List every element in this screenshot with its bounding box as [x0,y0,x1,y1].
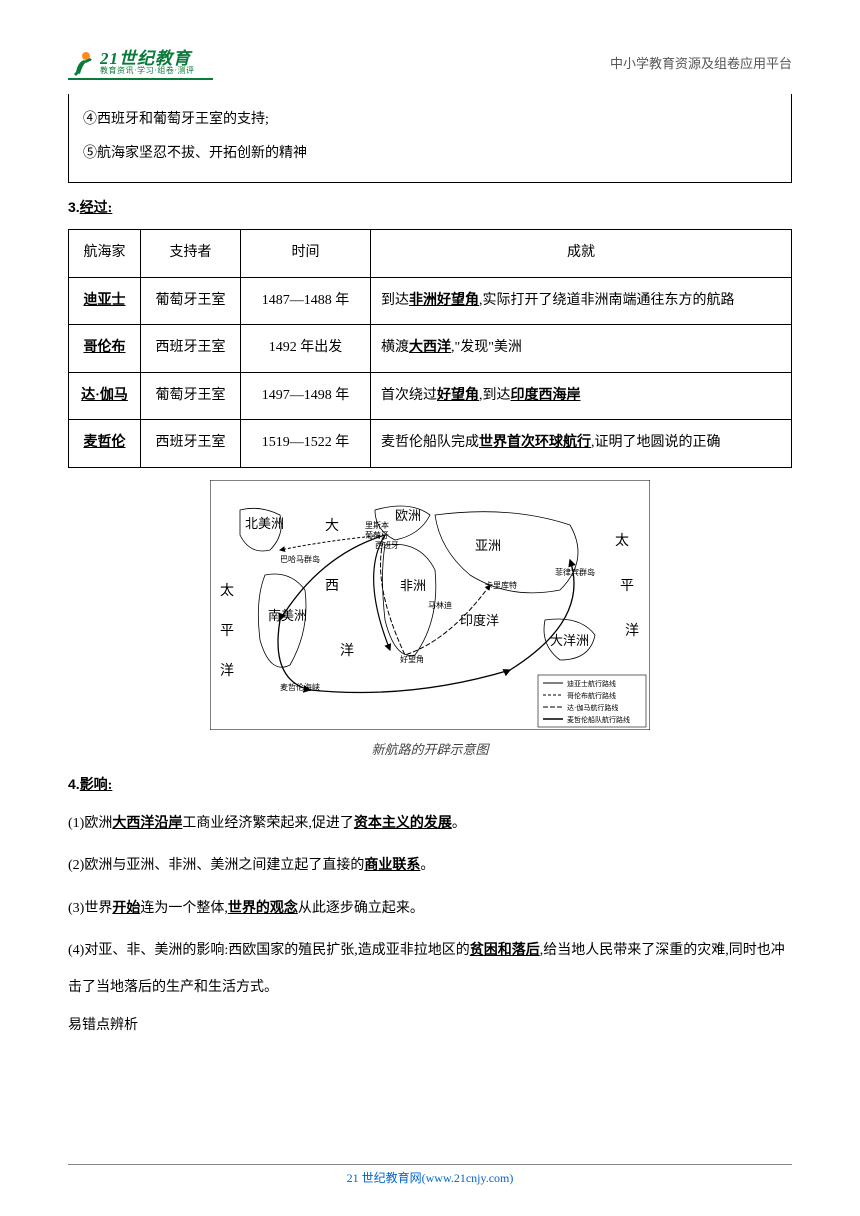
svg-text:好望角: 好望角 [400,654,424,664]
cell-achievement: 横渡大西洋,"发现"美洲 [371,325,792,373]
section-3-num: 3. [68,199,80,215]
table-header-row: 航海家 支持者 时间 成就 [69,230,792,278]
cell-name: 达·伽马 [69,372,141,420]
error-analysis-title: 易错点辨析 [68,1014,792,1034]
svg-text:哥伦布航行路线: 哥伦布航行路线 [567,691,616,700]
impact-3: (3)世界开始连为一个整体,世界的观念从此逐步确立起来。 [68,891,792,927]
svg-text:菲律宾群岛: 菲律宾群岛 [555,567,595,577]
cell-sponsor: 西班牙王室 [141,420,241,468]
svg-text:麦哲伦船队航行路线: 麦哲伦船队航行路线 [567,715,630,724]
logo-icon [68,48,96,76]
svg-text:迪亚士航行路线: 迪亚士航行路线 [567,679,616,688]
svg-text:大洋洲: 大洋洲 [550,633,589,648]
svg-text:卡里库特: 卡里库特 [485,580,517,590]
cell-sponsor: 西班牙王室 [141,325,241,373]
cell-time: 1492 年出发 [241,325,371,373]
svg-text:北美洲: 北美洲 [245,516,284,531]
map-caption: 新航路的开辟示意图 [68,739,792,758]
cell-achievement: 麦哲伦船队完成世界首次环球航行,证明了地圆说的正确 [371,420,792,468]
cell-time: 1487—1488 年 [241,277,371,325]
table-row: 麦哲伦 西班牙王室 1519—1522 年 麦哲伦船队完成世界首次环球航行,证明… [69,420,792,468]
page-header: 21世纪教育 教育资讯·学习·组卷·测评 中小学教育资源及组卷应用平台 [68,48,792,76]
svg-text:大: 大 [325,518,347,534]
svg-text:欧洲: 欧洲 [395,508,421,523]
svg-text:西: 西 [325,579,347,594]
header-right-text: 中小学教育资源及组卷应用平台 [610,53,792,72]
svg-text:非洲: 非洲 [400,578,426,593]
svg-text:平: 平 [620,579,634,594]
cell-sponsor: 葡萄牙王室 [141,372,241,420]
section-4-num: 4. [68,776,80,792]
svg-text:达·伽马航行路线: 达·伽马航行路线 [567,703,618,712]
section-3-text: 经过: [80,201,113,216]
impact-list: (1)欧洲大西洋沿岸工商业经济繁荣起来,促进了资本主义的发展。 (2)欧洲与亚洲… [68,806,792,1006]
table-row: 迪亚士 葡萄牙王室 1487—1488 年 到达非洲好望角,实际打开了绕道非洲南… [69,277,792,325]
svg-text:葡萄牙: 葡萄牙 [365,530,389,540]
impact-4: (4)对亚、非、美洲的影响:西欧国家的殖民扩张,造成亚非拉地区的贫困和落后,给当… [68,933,792,1006]
table-row: 达·伽马 葡萄牙王室 1497—1498 年 首次绕过好望角,到达印度西海岸 [69,372,792,420]
svg-text:麦哲伦海峡: 麦哲伦海峡 [280,682,320,692]
section-4-text: 影响: [80,778,113,793]
svg-text:里斯本: 里斯本 [365,520,389,530]
logo-main-text: 21世纪教育 [100,50,195,67]
svg-text:马林迪: 马林迪 [428,600,452,610]
logo-text: 21世纪教育 教育资讯·学习·组卷·测评 [100,50,195,75]
logo: 21世纪教育 教育资讯·学习·组卷·测评 [68,48,195,76]
svg-text:平: 平 [220,624,234,639]
cell-name: 迪亚士 [69,277,141,325]
th-navigator: 航海家 [69,230,141,278]
cell-achievement: 到达非洲好望角,实际打开了绕道非洲南端通往东方的航路 [371,277,792,325]
cell-achievement: 首次绕过好望角,到达印度西海岸 [371,372,792,420]
cell-time: 1519—1522 年 [241,420,371,468]
world-map-svg: 北美洲 南美洲 欧洲 亚洲 非洲 大洋洲 大 西 洋 太 平 洋 太 平 洋 印… [210,480,650,730]
svg-text:亚洲: 亚洲 [475,538,501,553]
map-container: 北美洲 南美洲 欧洲 亚洲 非洲 大洋洲 大 西 洋 太 平 洋 太 平 洋 印… [68,480,792,735]
svg-text:洋: 洋 [625,623,639,639]
svg-text:洋: 洋 [340,643,362,659]
svg-text:南美洲: 南美洲 [268,608,307,623]
cell-time: 1497—1498 年 [241,372,371,420]
cell-name: 麦哲伦 [69,420,141,468]
svg-text:印度洋: 印度洋 [460,613,499,628]
section-3-title: 3.经过: [68,197,792,217]
navigators-table: 航海家 支持者 时间 成就 迪亚士 葡萄牙王室 1487—1488 年 到达非洲… [68,229,792,468]
cell-name: 哥伦布 [69,325,141,373]
impact-1: (1)欧洲大西洋沿岸工商业经济繁荣起来,促进了资本主义的发展。 [68,806,792,842]
page-footer: 21 世纪教育网(www.21cnjy.com) [68,1164,792,1186]
footer-text: 21 世纪教育网(www.21cnjy.com) [347,1171,514,1185]
box-line-4: ④西班牙和葡萄牙王室的支持; [83,106,777,134]
table-row: 哥伦布 西班牙王室 1492 年出发 横渡大西洋,"发现"美洲 [69,325,792,373]
svg-text:洋: 洋 [220,663,234,679]
section-4-title: 4.影响: [68,774,792,794]
th-time: 时间 [241,230,371,278]
svg-text:巴哈马群岛: 巴哈马群岛 [280,554,320,564]
svg-text:太: 太 [615,533,629,549]
cell-sponsor: 葡萄牙王室 [141,277,241,325]
svg-text:西班牙: 西班牙 [375,540,399,550]
box-line-5: ⑤航海家坚忍不拔、开拓创新的精神 [83,140,777,168]
continuation-box: ④西班牙和葡萄牙王室的支持; ⑤航海家坚忍不拔、开拓创新的精神 [68,94,792,183]
logo-underline [68,78,213,80]
svg-text:太: 太 [220,583,234,599]
logo-sub-text: 教育资讯·学习·组卷·测评 [100,67,195,75]
impact-2: (2)欧洲与亚洲、非洲、美洲之间建立起了直接的商业联系。 [68,848,792,884]
th-achievement: 成就 [371,230,792,278]
th-sponsor: 支持者 [141,230,241,278]
